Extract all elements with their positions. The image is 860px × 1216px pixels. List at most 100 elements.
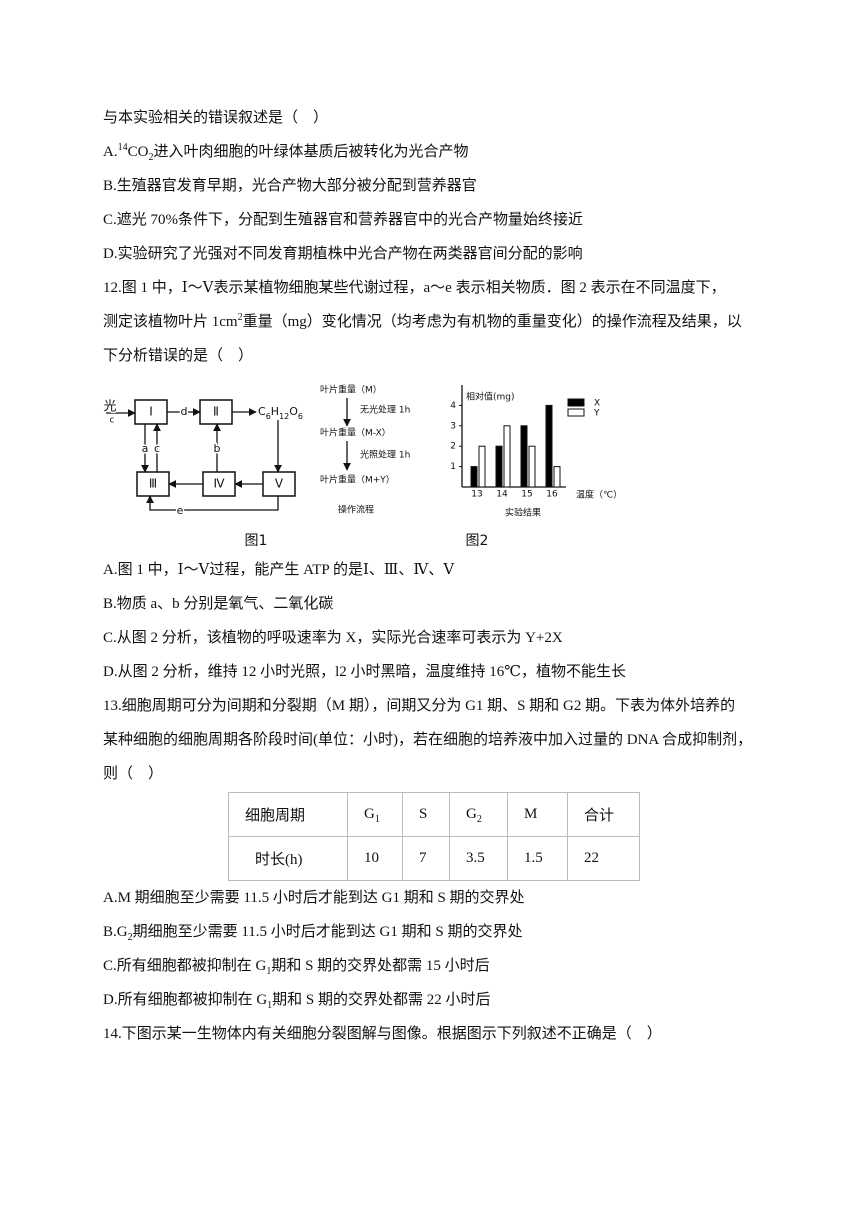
subscript: 6: [298, 412, 303, 421]
figure-caption: 图1: [245, 533, 268, 549]
bar: [503, 425, 511, 488]
table-row: 细胞周期 G1 S G2 M 合计: [228, 792, 640, 837]
legend-label: Y: [593, 409, 600, 419]
x-tick-label: 16: [546, 490, 558, 500]
diagram-label: b: [214, 442, 221, 455]
text-line: B.物质 a、b 分别是氧气、二氧化碳: [103, 596, 334, 612]
x-axis-label: 温度（℃）: [576, 489, 622, 501]
y-tick-label: 4: [450, 401, 456, 411]
subscript: 1: [374, 814, 380, 825]
flow-treatment: 无光处理 1h: [360, 404, 410, 416]
text-segment: G: [466, 806, 477, 822]
text-segment: B.G: [103, 924, 128, 940]
flow-step: 叶片重量（M）: [320, 384, 382, 396]
chart-caption: 实验结果: [505, 507, 541, 519]
table-cell: 22: [567, 836, 640, 881]
text-segment: G: [364, 806, 375, 822]
text-line: 下分析错误的是（ ）: [103, 348, 254, 364]
diagram-label: d: [181, 405, 188, 418]
text-line: 与本实验相关的错误叙述是（ ）: [103, 110, 329, 126]
flow-step: 叶片重量（M+Y）: [320, 474, 395, 486]
table-cell: S: [402, 792, 450, 837]
table-cell: M: [507, 792, 568, 837]
text-segment: O: [289, 405, 298, 418]
flow-caption: 操作流程: [338, 504, 374, 516]
x-tick-label: 15: [521, 490, 532, 500]
text-line: D.从图 2 分析，维持 12 小时光照，l2 小时黑暗，温度维持 16℃，植物…: [103, 664, 627, 680]
table-cell: 1.5: [507, 836, 568, 881]
text-line: 13.细胞周期可分为间期和分裂期（M 期），间期又分为 G1 期、S 期和 G2…: [103, 698, 736, 714]
text-segment: 期和 S 期的交界处都需 15 小时后: [271, 958, 490, 974]
box-label: Ⅱ: [213, 405, 219, 419]
text-segment: C: [258, 405, 266, 418]
text-line: 14.下图示某一生物体内有关细胞分裂图解与图像。根据图示下列叙述不正确是（ ）: [103, 1026, 662, 1042]
bar: [553, 466, 561, 488]
text-line: B.生殖器官发育早期，光合产物大部分被分配到营养器官: [103, 178, 477, 194]
text-line: 12.图 1 中，Ⅰ～Ⅴ表示某植物细胞某些代谢过程，a～e 表示相关物质．图 2…: [103, 280, 726, 296]
product-label: C6H12O6: [258, 405, 303, 421]
subscript: 1: [267, 1000, 273, 1011]
y-tick-label: 3: [450, 421, 456, 431]
text-line: D.实验研究了光强对不同发育期植株中光合产物在两类器官间分配的影响: [103, 246, 583, 262]
text-segment: A.: [103, 144, 118, 160]
y-tick-label: 2: [450, 442, 456, 452]
bar: [545, 404, 553, 488]
figure-caption: 图2: [466, 533, 489, 549]
y-axis-label: 相对值(mg): [466, 391, 515, 403]
subscript: 2: [127, 932, 133, 943]
text-segment: D.所有细胞都被抑制在 G: [103, 992, 268, 1008]
diagram-label: a: [142, 442, 149, 455]
subscript: 6: [266, 412, 271, 421]
text-segment: 期和 S 期的交界处都需 22 小时后: [272, 992, 491, 1008]
flow-step: 叶片重量（M-X）: [320, 427, 391, 439]
text-segment: H: [271, 405, 279, 418]
table-cell: 10: [347, 836, 403, 881]
subscript: 2: [148, 152, 154, 163]
box-label: Ⅲ: [149, 477, 157, 491]
legend-label: X: [594, 399, 600, 409]
diagram-label: 光: [103, 400, 116, 415]
diagram-label: c: [154, 442, 160, 455]
text-line: B.G2期细胞至少需要 11.5 小时后才能到达 G1 期和 S 期的交界处: [103, 922, 523, 943]
text-segment: 期细胞至少需要 11.5 小时后才能到达 G1 期和 S 期的交界处: [132, 924, 523, 940]
table-cell: 合计: [567, 792, 640, 837]
bar: [470, 466, 478, 488]
text-line: 测定该植物叶片 1cm2重量（mg）变化情况（均考虑为有机物的重量变化）的操作流…: [103, 312, 742, 332]
table-cell: G2: [449, 792, 508, 837]
legend-swatch: [567, 408, 585, 417]
subscript: 2: [476, 814, 482, 825]
legend-swatch: [567, 398, 585, 407]
x-tick-label: 14: [496, 490, 508, 500]
table-cell: G1: [347, 792, 403, 837]
bar: [520, 425, 528, 488]
arrow: [146, 495, 279, 511]
text-line: C.从图 2 分析，该植物的呼吸速率为 X，实际光合速率可表示为 Y+2X: [103, 630, 563, 646]
box-label: Ⅰ: [149, 405, 153, 419]
table-cell: 细胞周期: [228, 792, 348, 837]
table-cell: 时长(h): [228, 836, 348, 881]
x-tick-label: 13: [471, 490, 482, 500]
bar: [528, 445, 536, 488]
y-tick-label: 1: [450, 462, 456, 472]
box-label: Ⅴ: [275, 477, 284, 491]
subscript: 12: [279, 412, 289, 421]
box-label: Ⅳ: [213, 477, 224, 491]
table-row: 时长(h) 10 7 3.5 1.5 22: [228, 836, 640, 881]
diagram-label: c: [110, 416, 115, 426]
text-line: A.14CO2进入叶肉细胞的叶绿体基质后被转化为光合产物: [103, 142, 468, 163]
bar: [478, 445, 486, 488]
bar: [495, 445, 503, 488]
flow-treatment: 光照处理 1h: [360, 449, 410, 461]
text-line: C.遮光 70%条件下，分配到生殖器官和营养器官中的光合产物量始终接近: [103, 212, 584, 228]
superscript: 14: [117, 142, 128, 153]
text-segment: C.所有细胞都被抑制在 G: [103, 958, 267, 974]
diagram-label: e: [177, 504, 184, 517]
text-segment: 测定该植物叶片 1cm: [103, 314, 238, 330]
superscript: 2: [237, 312, 243, 323]
table-cell: 3.5: [449, 836, 508, 881]
text-segment: 重量（mg）变化情况（均考虑为有机物的重量变化）的操作流程及结果，以: [242, 314, 742, 330]
subscript: 1: [266, 966, 272, 977]
text-line: C.所有细胞都被抑制在 G1期和 S 期的交界处都需 15 小时后: [103, 956, 490, 977]
